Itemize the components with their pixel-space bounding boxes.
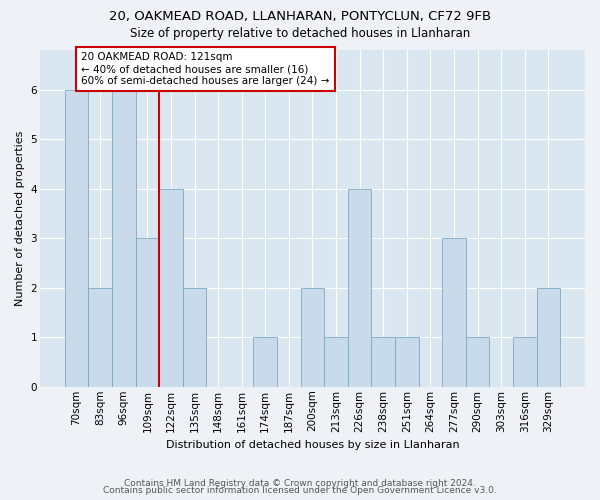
Y-axis label: Number of detached properties: Number of detached properties xyxy=(15,130,25,306)
Bar xyxy=(466,337,490,387)
Bar xyxy=(395,337,419,387)
Bar xyxy=(136,238,159,387)
Bar xyxy=(324,337,348,387)
Bar xyxy=(301,288,324,387)
Bar xyxy=(513,337,536,387)
Bar xyxy=(442,238,466,387)
Bar xyxy=(371,337,395,387)
Bar xyxy=(88,288,112,387)
Bar xyxy=(112,90,136,387)
Bar xyxy=(536,288,560,387)
Text: 20, OAKMEAD ROAD, LLANHARAN, PONTYCLUN, CF72 9FB: 20, OAKMEAD ROAD, LLANHARAN, PONTYCLUN, … xyxy=(109,10,491,23)
Bar xyxy=(159,188,183,387)
Bar xyxy=(348,188,371,387)
Bar xyxy=(65,90,88,387)
Bar xyxy=(183,288,206,387)
Text: 20 OAKMEAD ROAD: 121sqm
← 40% of detached houses are smaller (16)
60% of semi-de: 20 OAKMEAD ROAD: 121sqm ← 40% of detache… xyxy=(81,52,329,86)
Text: Contains HM Land Registry data © Crown copyright and database right 2024.: Contains HM Land Registry data © Crown c… xyxy=(124,478,476,488)
Bar xyxy=(253,337,277,387)
Text: Contains public sector information licensed under the Open Government Licence v3: Contains public sector information licen… xyxy=(103,486,497,495)
X-axis label: Distribution of detached houses by size in Llanharan: Distribution of detached houses by size … xyxy=(166,440,459,450)
Text: Size of property relative to detached houses in Llanharan: Size of property relative to detached ho… xyxy=(130,28,470,40)
